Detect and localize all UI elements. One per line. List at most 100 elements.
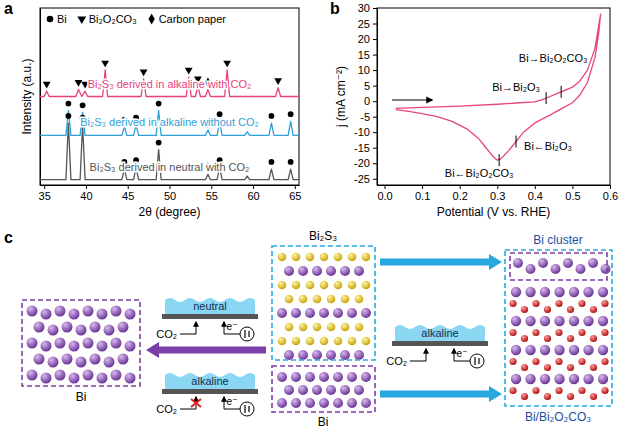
tick: 10 [358, 64, 377, 76]
tick-label: 0.3 [490, 190, 505, 202]
tick-mark [170, 185, 171, 189]
atom [284, 385, 294, 395]
atom [538, 258, 548, 268]
atom [509, 300, 516, 307]
tick: 30 [358, 2, 377, 14]
atom [277, 308, 287, 318]
atom [347, 372, 357, 382]
atom [598, 287, 608, 297]
atom [284, 266, 294, 276]
atom [320, 253, 329, 262]
atom [540, 345, 550, 355]
tick-label: 15 [358, 49, 370, 61]
atom [361, 398, 371, 408]
phase-marker [66, 101, 72, 107]
tick: 0.5 [565, 185, 580, 202]
atom [598, 316, 608, 326]
phase-marker [75, 80, 83, 87]
atom [509, 358, 516, 365]
tick-label: -20 [354, 157, 370, 169]
atom [601, 329, 608, 336]
tick-label: 35 [39, 190, 51, 202]
atom [362, 253, 371, 262]
phase-marker [269, 113, 275, 119]
power-source [240, 402, 254, 416]
process-arrow [146, 342, 266, 358]
annotation: Bi←Bi₂O₂CO₃ [445, 167, 514, 179]
electrolyte [165, 298, 255, 314]
atom [340, 385, 350, 395]
structure-box [22, 300, 140, 386]
atom [326, 385, 336, 395]
structure-label: Bi [318, 415, 329, 429]
atom [590, 306, 597, 313]
structure-label: Bi [76, 390, 87, 404]
atom [320, 281, 329, 290]
atom [601, 264, 611, 274]
gas-label: CO₂ [156, 328, 177, 340]
tick-label: 0.4 [528, 190, 543, 202]
tick-label: 0.1 [415, 190, 430, 202]
atom [540, 316, 550, 326]
atom [41, 309, 52, 320]
wire [454, 361, 470, 362]
atom [348, 281, 357, 290]
tick: 40 [80, 185, 92, 202]
structure-bi2s3 [272, 246, 375, 360]
atom [298, 266, 308, 276]
atom [333, 308, 343, 318]
x-axis-title: 2θ (degree) [138, 205, 200, 219]
atom [583, 345, 593, 355]
tick-mark [373, 24, 377, 25]
structure-label: Bi/Bi₂O₂CO₃ [525, 410, 591, 424]
atom [355, 295, 364, 304]
atom [326, 350, 336, 360]
atom [291, 398, 301, 408]
atom [69, 309, 80, 320]
atom [525, 316, 535, 326]
tick-mark [373, 55, 377, 56]
atom [598, 345, 608, 355]
atom [521, 306, 528, 313]
atom [578, 387, 585, 394]
tick-mark [373, 8, 377, 9]
atom [292, 253, 301, 262]
structure-bi-left [22, 300, 140, 386]
feed-line [180, 409, 196, 410]
atom [327, 295, 336, 304]
atom [319, 372, 329, 382]
electron-label: e⁻ [227, 321, 238, 332]
blocked-mark [191, 399, 201, 407]
phase-marker [288, 159, 294, 165]
tick-mark [535, 185, 536, 189]
annotation: Bi→Bi₂O₃ [492, 81, 540, 93]
atom [104, 357, 115, 368]
atom [125, 373, 136, 384]
tick: 0.4 [528, 185, 543, 202]
atom [567, 335, 574, 342]
atom [341, 295, 350, 304]
atom [569, 287, 579, 297]
atom [578, 329, 585, 336]
atom [292, 337, 301, 346]
atom [567, 364, 574, 371]
atom [525, 287, 535, 297]
atom [305, 372, 315, 382]
electron-arrow [224, 397, 225, 409]
atom [511, 374, 521, 384]
atom [291, 372, 301, 382]
atom [34, 322, 45, 333]
atom [567, 393, 574, 400]
electron-label: e⁻ [227, 396, 238, 407]
tick: 35 [39, 185, 51, 202]
plot-frame [377, 8, 610, 185]
atom [298, 385, 308, 395]
chart-panel: 0.00.10.20.30.40.50.6-25-20-15-10-505101… [330, 0, 618, 219]
legend-symbol [47, 16, 54, 23]
atom [111, 306, 122, 317]
phase-marker [43, 82, 51, 89]
phase-marker [66, 113, 72, 119]
atom [555, 329, 562, 336]
atom [334, 253, 343, 262]
chart-panel: 354045505560652θ (degree)Intensity (a.u.… [4, 0, 301, 219]
